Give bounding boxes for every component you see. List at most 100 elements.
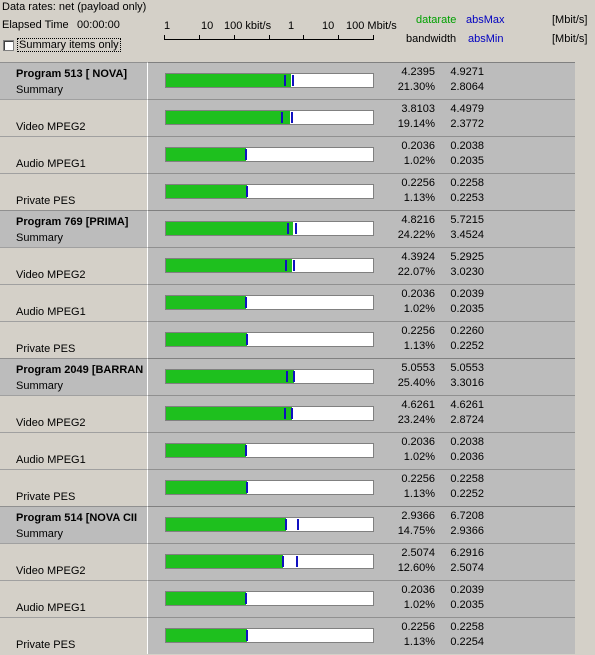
datarate-bar-fill <box>166 333 248 346</box>
datarate-bar <box>165 369 374 384</box>
absmin-value: 0.2035 <box>450 303 484 315</box>
stream-label: Audio MPEG1 <box>16 158 86 170</box>
bandwidth-value: 19.14% <box>397 118 435 130</box>
bandwidth-value: 1.13% <box>403 340 435 352</box>
stream-row[interactable]: Video MPEG2 4.3924 22.07% 5.2925 3.0230 <box>0 247 595 284</box>
datarate-bar <box>165 221 374 236</box>
stream-row[interactable]: Audio MPEG1 0.2036 1.02% 0.2038 0.2035 <box>0 136 595 173</box>
stream-label: Audio MPEG1 <box>16 602 86 614</box>
stream-row[interactable]: Private PES 0.2256 1.13% 0.2258 0.2254 <box>0 617 595 654</box>
legend-unit-2: [Mbit/s] <box>552 33 588 45</box>
absmax-value: 5.2925 <box>450 251 484 263</box>
scale-tick-mark <box>373 35 374 39</box>
absmin-value: 0.2035 <box>450 155 484 167</box>
bandwidth-value: 1.02% <box>403 451 435 463</box>
stream-label: Video MPEG2 <box>16 269 86 281</box>
datarate-bar <box>165 517 374 532</box>
legend-absmax: absMax <box>466 14 505 26</box>
bandwidth-value: 22.07% <box>397 266 435 278</box>
datarate-value: 0.2256 <box>401 177 435 189</box>
datarate-bar-fill <box>166 148 246 161</box>
absmax-marker <box>293 260 296 271</box>
absmax-marker <box>246 482 249 493</box>
absmin-value: 0.2253 <box>450 192 484 204</box>
datarate-bar-fill <box>166 111 290 124</box>
datarate-value: 0.2256 <box>401 473 435 485</box>
datarate-bar <box>165 628 374 643</box>
bandwidth-value: 1.02% <box>403 303 435 315</box>
datarate-value: 0.2256 <box>401 621 435 633</box>
absmax-value: 0.2258 <box>450 473 484 485</box>
bandwidth-value: 14.75% <box>397 525 435 537</box>
summary-only-label[interactable]: Summary items only <box>17 38 121 52</box>
program-row[interactable]: Program 513 [ NOVA] Summary 4.2395 21.30% 4.… <box>0 62 595 99</box>
absmax-marker <box>244 593 247 604</box>
datarate-bar <box>165 554 374 569</box>
absmin-value: 3.4524 <box>450 229 484 241</box>
absmin-value: 3.3016 <box>450 377 484 389</box>
row-label-cell: Video MPEG2 <box>0 247 147 284</box>
datarate-value: 0.2036 <box>401 140 435 152</box>
datarate-bar-fill <box>166 296 246 309</box>
bandwidth-value: 23.24% <box>397 414 435 426</box>
datarate-bar-fill <box>166 629 248 642</box>
stream-row[interactable]: Audio MPEG1 0.2036 1.02% 0.2038 0.2036 <box>0 432 595 469</box>
program-row[interactable]: Program 769 [PRIMA] Summary 4.8216 24.22% 5.… <box>0 210 595 247</box>
elapsed-time-label: Elapsed Time <box>2 19 69 31</box>
legend-bandwidth: bandwidth <box>406 33 457 45</box>
stream-row[interactable]: Audio MPEG1 0.2036 1.02% 0.2039 0.2035 <box>0 580 595 617</box>
absmax-value: 5.0553 <box>450 362 484 374</box>
program-row[interactable]: Program 2049 [BARRAN Summary 5.0553 25.40% 5… <box>0 358 595 395</box>
stream-row[interactable]: Video MPEG2 4.6261 23.24% 4.6261 2.8724 <box>0 395 595 432</box>
program-row[interactable]: Program 514 [NOVA CII Summary 2.9366 14.75%… <box>0 506 595 543</box>
stream-label: Private PES <box>16 195 76 207</box>
stream-row[interactable]: Private PES 0.2256 1.13% 0.2260 0.2252 <box>0 321 595 358</box>
program-name: Program 769 [PRIMA] <box>16 216 129 228</box>
datarate-value: 4.2395 <box>401 66 435 78</box>
row-data-cell: 4.2395 21.30% 4.9271 2.8064 <box>147 62 575 99</box>
datarate-bar-fill <box>166 555 284 568</box>
absmin-value: 2.8724 <box>450 414 484 426</box>
datarate-bar-fill <box>166 370 294 383</box>
program-name: Program 514 [NOVA CII <box>16 512 138 524</box>
datarate-bar <box>165 73 374 88</box>
datarate-bar-fill <box>166 74 292 87</box>
stream-label: Video MPEG2 <box>16 565 86 577</box>
absmax-marker <box>291 408 294 419</box>
bandwidth-value: 1.13% <box>403 488 435 500</box>
datarate-value: 0.2036 <box>401 584 435 596</box>
absmin-value: 0.2035 <box>450 599 484 611</box>
absmax-marker <box>244 445 247 456</box>
scale-tick-mark <box>269 35 270 39</box>
absmax-value: 0.2258 <box>450 621 484 633</box>
legend-absmin: absMin <box>468 33 504 45</box>
absmin-value: 2.8064 <box>450 81 484 93</box>
absmax-marker <box>291 112 294 123</box>
stream-label: Video MPEG2 <box>16 417 86 429</box>
absmax-value: 0.2039 <box>450 288 484 300</box>
row-label-cell: Private PES <box>0 173 147 210</box>
stream-label: Audio MPEG1 <box>16 306 86 318</box>
absmax-marker <box>246 334 249 345</box>
scale-tick-mark <box>303 35 304 39</box>
stream-row[interactable]: Video MPEG2 2.5074 12.60% 6.2916 2.5074 <box>0 543 595 580</box>
bandwidth-value: 1.13% <box>403 192 435 204</box>
summary-only-checkbox[interactable] <box>3 40 14 51</box>
datarate-bar-fill <box>166 222 294 235</box>
stream-row[interactable]: Video MPEG2 3.8103 19.14% 4.4979 2.3772 <box>0 99 595 136</box>
stream-row[interactable]: Private PES 0.2256 1.13% 0.2258 0.2253 <box>0 173 595 210</box>
stream-label: Private PES <box>16 491 76 503</box>
elapsed-time-value: 00:00:00 <box>77 19 120 31</box>
absmin-marker <box>287 223 290 234</box>
stream-row[interactable]: Private PES 0.2256 1.13% 0.2258 0.2252 <box>0 469 595 506</box>
datarate-bar <box>165 147 374 162</box>
stream-row[interactable]: Audio MPEG1 0.2036 1.02% 0.2039 0.2035 <box>0 284 595 321</box>
absmax-value: 5.7215 <box>450 214 484 226</box>
absmin-marker <box>283 75 286 86</box>
scale-tick-mark <box>199 35 200 39</box>
absmin-value: 3.0230 <box>450 266 484 278</box>
absmin-value: 2.3772 <box>450 118 484 130</box>
row-label-cell: Private PES <box>0 321 147 358</box>
datarate-value: 4.6261 <box>401 399 435 411</box>
stream-label: Video MPEG2 <box>16 121 86 133</box>
